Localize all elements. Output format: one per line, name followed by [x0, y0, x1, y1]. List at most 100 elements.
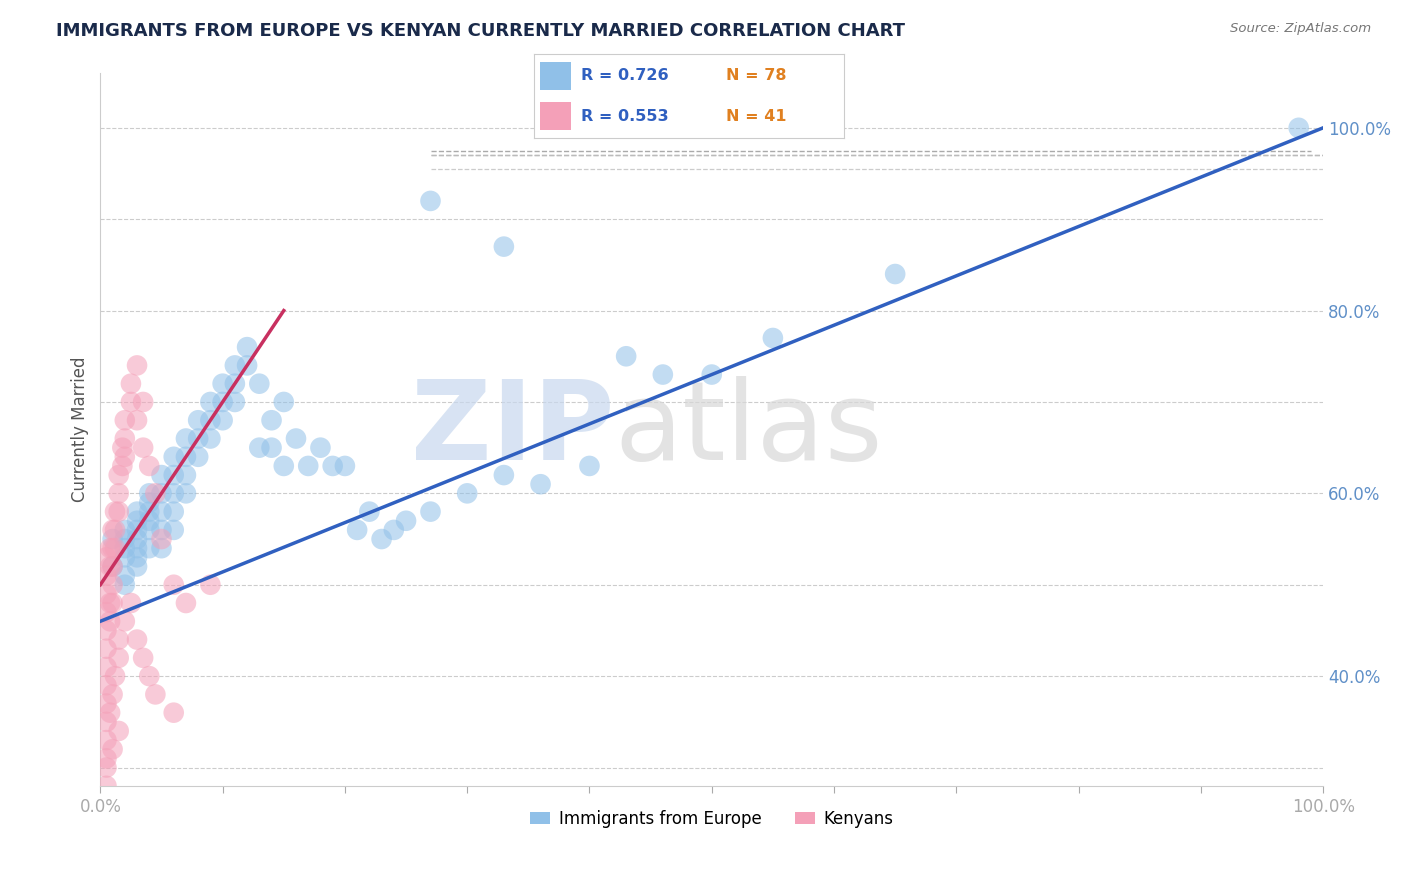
Point: [333, 458, 356, 473]
Point: [114, 450, 136, 464]
Point: [107, 650, 129, 665]
Point: [104, 669, 127, 683]
Point: [273, 395, 295, 409]
Point: [138, 523, 160, 537]
Point: [114, 532, 136, 546]
Point: [114, 550, 136, 565]
Point: [96, 714, 118, 729]
Point: [107, 468, 129, 483]
Point: [96, 733, 118, 747]
Text: R = 0.553: R = 0.553: [581, 109, 668, 124]
Point: [111, 458, 134, 473]
Point: [1288, 120, 1310, 135]
Point: [456, 486, 478, 500]
Point: [138, 505, 160, 519]
Point: [101, 541, 124, 556]
Point: [138, 669, 160, 683]
Point: [200, 395, 222, 409]
Point: [101, 532, 124, 546]
Point: [200, 578, 222, 592]
Point: [98, 615, 121, 629]
Point: [260, 441, 283, 455]
Point: [138, 495, 160, 509]
Point: [125, 532, 148, 546]
Point: [101, 578, 124, 592]
Point: [125, 550, 148, 565]
Text: ZIP: ZIP: [411, 376, 614, 483]
Point: [114, 523, 136, 537]
Point: [114, 541, 136, 556]
Point: [98, 706, 121, 720]
Point: [96, 751, 118, 765]
Point: [132, 650, 155, 665]
Point: [419, 505, 441, 519]
Point: [346, 523, 368, 537]
Point: [187, 450, 209, 464]
Point: [104, 523, 127, 537]
Point: [96, 605, 118, 619]
Point: [107, 505, 129, 519]
Point: [101, 596, 124, 610]
Point: [104, 541, 127, 556]
Point: [382, 523, 405, 537]
Text: atlas: atlas: [614, 376, 883, 483]
Point: [395, 514, 418, 528]
Point: [96, 779, 118, 793]
Point: [150, 505, 173, 519]
Point: [236, 359, 259, 373]
Point: [132, 441, 155, 455]
Point: [145, 486, 167, 500]
Point: [98, 541, 121, 556]
Point: [125, 413, 148, 427]
Point: [492, 468, 515, 483]
Point: [96, 568, 118, 582]
Point: [309, 441, 332, 455]
Point: [125, 559, 148, 574]
Point: [101, 559, 124, 574]
Bar: [540, 102, 571, 130]
Point: [96, 697, 118, 711]
Point: [120, 596, 142, 610]
Text: N = 41: N = 41: [725, 109, 786, 124]
Point: [114, 578, 136, 592]
Point: [224, 395, 246, 409]
Point: [163, 468, 186, 483]
Point: [114, 615, 136, 629]
Point: [96, 587, 118, 601]
Point: [200, 432, 222, 446]
Point: [163, 486, 186, 500]
Point: [107, 486, 129, 500]
Point: [174, 432, 197, 446]
Text: N = 78: N = 78: [725, 68, 786, 83]
Point: [419, 194, 441, 208]
Point: [138, 541, 160, 556]
Point: [163, 578, 186, 592]
Y-axis label: Currently Married: Currently Married: [72, 357, 89, 502]
Point: [145, 687, 167, 701]
Legend: Immigrants from Europe, Kenyans: Immigrants from Europe, Kenyans: [523, 803, 900, 835]
Point: [138, 514, 160, 528]
Point: [120, 395, 142, 409]
Point: [96, 641, 118, 656]
Point: [700, 368, 723, 382]
Point: [101, 687, 124, 701]
Point: [529, 477, 551, 491]
Point: [125, 505, 148, 519]
Point: [120, 376, 142, 391]
Point: [125, 523, 148, 537]
Point: [150, 486, 173, 500]
Point: [150, 541, 173, 556]
Point: [224, 359, 246, 373]
Point: [224, 376, 246, 391]
Point: [359, 505, 381, 519]
Point: [150, 468, 173, 483]
Point: [578, 458, 600, 473]
Point: [247, 376, 270, 391]
Bar: [540, 62, 571, 90]
Point: [138, 458, 160, 473]
Point: [101, 742, 124, 756]
Point: [297, 458, 319, 473]
Point: [187, 432, 209, 446]
Point: [236, 340, 259, 354]
Point: [98, 559, 121, 574]
